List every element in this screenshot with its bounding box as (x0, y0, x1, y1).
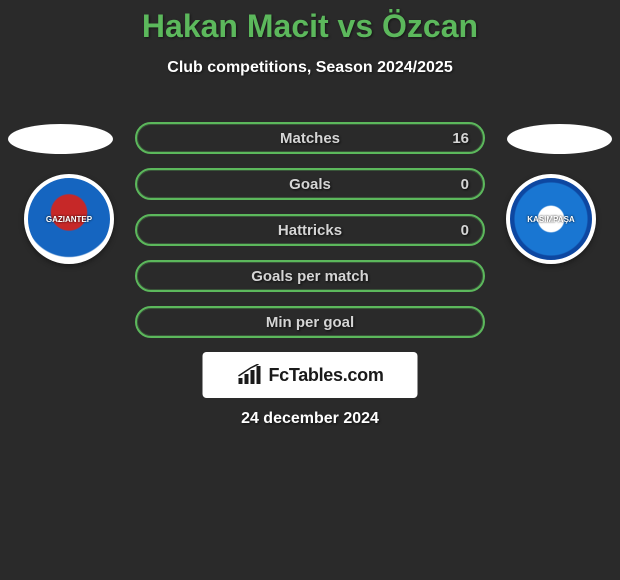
bar-chart-icon (236, 364, 262, 386)
stat-label: Goals (137, 176, 483, 193)
stat-value-right: 0 (461, 222, 469, 239)
stat-row-hattricks: Hattricks 0 (135, 214, 485, 246)
stat-row-goals-per-match: Goals per match (135, 260, 485, 292)
stat-row-min-per-goal: Min per goal (135, 306, 485, 338)
left-player-slot (8, 124, 113, 154)
stat-label: Hattricks (137, 222, 483, 239)
right-team-name: KASIMPAŞA (527, 215, 574, 224)
stat-label: Min per goal (137, 314, 483, 331)
stat-value-right: 0 (461, 176, 469, 193)
brand-text: FcTables.com (268, 365, 383, 386)
stat-row-goals: Goals 0 (135, 168, 485, 200)
left-team-badge: GAZIANTEP (24, 174, 114, 264)
stat-value-right: 16 (452, 130, 469, 147)
left-team-name: GAZIANTEP (46, 215, 92, 224)
stat-label: Matches (137, 130, 483, 147)
right-team-badge: KASIMPAŞA (506, 174, 596, 264)
stat-row-matches: Matches 16 (135, 122, 485, 154)
stat-rows: Matches 16 Goals 0 Hattricks 0 Goals per… (135, 122, 485, 352)
brand-logo: FcTables.com (203, 352, 418, 398)
stat-label: Goals per match (137, 268, 483, 285)
subtitle: Club competitions, Season 2024/2025 (0, 59, 620, 77)
right-player-slot (507, 124, 612, 154)
date-label: 24 december 2024 (241, 410, 379, 428)
page-title: Hakan Macit vs Özcan (0, 0, 620, 45)
